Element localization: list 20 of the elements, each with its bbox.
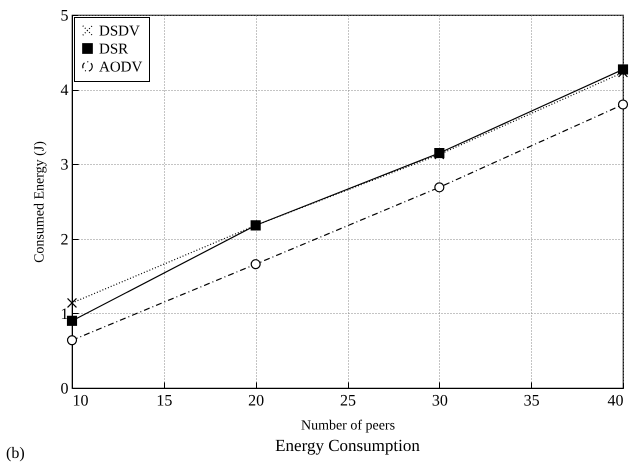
x-tick-label: 35 [524,392,540,410]
y-tick-label: 4 [60,82,68,100]
x-tick-label: 40 [608,392,624,410]
legend-label: AODV [99,60,142,76]
x-tick-label: 15 [156,392,172,410]
y-tick-label: 0 [60,380,68,398]
legend-label: DSDV [99,24,140,40]
y-tick-label: 3 [60,156,68,174]
y-axis-title: Consumed Energy (J) [32,140,48,263]
x-tick-label: 25 [340,392,356,410]
legend-label: DSR [99,42,128,58]
text: Energy Consumption [275,436,420,455]
y-tick-label: 2 [60,231,68,248]
x-tick-label: 20 [248,392,264,410]
x-tick-label: 30 [432,392,448,410]
x-axis-title: Number of peers [300,418,396,434]
text: (b) [6,445,25,463]
x-tick-label: 10 [72,392,88,410]
y-tick-label: 1 [60,306,68,323]
y-tick-label: 5 [60,8,68,24]
